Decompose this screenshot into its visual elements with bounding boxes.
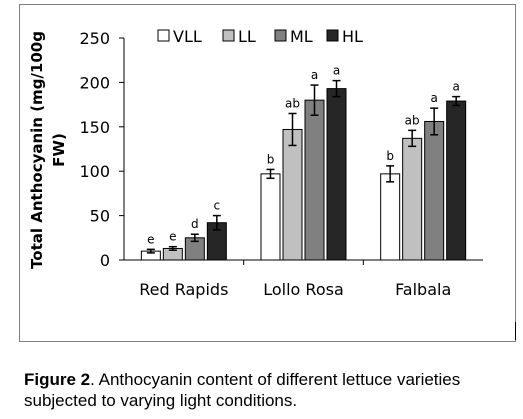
- bar-ml: [304, 99, 325, 261]
- y-tick-label: 200: [79, 73, 110, 92]
- significance-letter: e: [147, 232, 154, 246]
- x-category-label: Lollo Rosa: [263, 280, 344, 299]
- bar-ll: [402, 137, 423, 261]
- legend-label-ml: ML: [290, 27, 313, 46]
- significance-letter: d: [191, 217, 199, 231]
- significance-letter: a: [311, 68, 318, 82]
- figure-caption-text: . Anthocyanin content of different lettu…: [24, 370, 461, 410]
- significance-letter: e: [169, 230, 176, 244]
- y-tick-label: 50: [90, 207, 110, 226]
- y-axis-label-line2: FW): [50, 133, 68, 167]
- y-tick-label: 100: [79, 162, 110, 181]
- significance-letter: ab: [405, 113, 420, 127]
- significance-letter: a: [333, 64, 340, 78]
- legend-label-ll: LL: [238, 27, 256, 46]
- legend-label-vll: VLL: [173, 27, 202, 46]
- y-tick-label: 250: [79, 29, 110, 48]
- bar-ml: [424, 120, 445, 261]
- x-category-label: Falbala: [395, 280, 451, 299]
- y-tick-label: 150: [79, 118, 110, 137]
- significance-letter: ab: [285, 96, 300, 110]
- x-category-label: Red Rapids: [139, 280, 228, 299]
- figure-caption-label: Figure 2: [24, 370, 91, 389]
- bar-hl: [446, 100, 467, 261]
- legend-swatch-ml: [274, 29, 287, 42]
- significance-letter: b: [386, 149, 394, 163]
- legend-swatch-ll: [222, 29, 235, 42]
- significance-letter: c: [214, 199, 221, 213]
- bar-vll: [380, 173, 401, 261]
- significance-letter: a: [452, 80, 459, 94]
- bar-chart: 0 50 100 150 200 250 Total Anthocyanin (mg/100…: [19, 4, 516, 342]
- legend-swatch-vll: [157, 29, 170, 42]
- figure-caption: Figure 2. Anthocyanin content of differe…: [24, 369, 504, 411]
- bar-hl: [326, 88, 347, 261]
- chart-border: [19, 4, 516, 342]
- legend-swatch-hl: [326, 29, 339, 42]
- bar-ll: [282, 128, 303, 261]
- significance-letter: a: [430, 91, 437, 105]
- bar-vll: [260, 173, 281, 261]
- text-cursor-mark: [515, 322, 516, 340]
- significance-letter: b: [267, 152, 275, 166]
- y-axis-label-line1: Total Anthocyanin (mg/100g: [28, 31, 46, 269]
- y-tick-label: 0: [100, 251, 110, 270]
- legend-label-hl: HL: [342, 27, 363, 46]
